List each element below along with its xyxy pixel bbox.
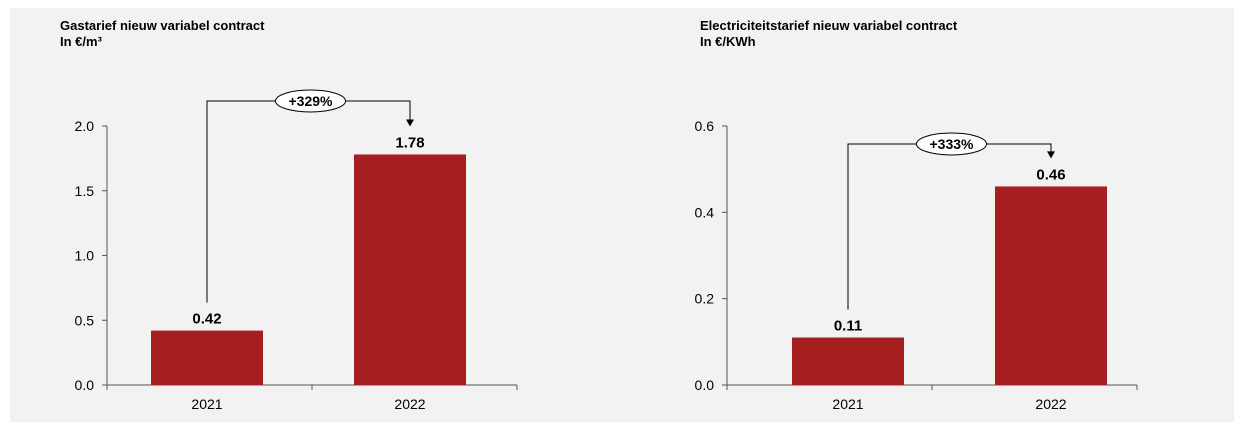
arrow-head	[1047, 151, 1055, 159]
growth-oval	[275, 89, 346, 113]
chart-subtitle: In €/m³	[60, 34, 102, 49]
y-tick-label: 1.0	[75, 248, 95, 264]
y-tick-label: 0.6	[695, 118, 715, 134]
bar-value-label: 0.46	[1036, 166, 1065, 183]
bar-value-label: 0.11	[834, 318, 862, 335]
bar-value-label: 0.42	[192, 311, 221, 328]
y-tick-label: 0.4	[695, 204, 715, 220]
y-tick-label: 1.5	[75, 183, 95, 199]
y-tick-label: 2.0	[75, 118, 95, 134]
growth-label: +329%	[289, 93, 334, 109]
chart-title: Electriciteitstarief nieuw variabel cont…	[700, 18, 958, 33]
chart-title: Gastarief nieuw variabel contract	[60, 18, 265, 33]
x-tick-label: 2021	[191, 396, 222, 412]
x-tick-label: 2022	[1035, 396, 1066, 412]
gas-tariff-plot: 0.0 0.5 1.0 1.5 2.0 0.42 2021 1.78 2022 +329%	[75, 89, 518, 412]
y-tick-label: 0.5	[75, 312, 95, 328]
gas-tariff-chart: Gastarief nieuw variabel contract In €/m…	[60, 18, 264, 50]
electricity-tariff-chart: Electriciteitstarief nieuw variabel cont…	[700, 18, 957, 50]
arrow-head	[406, 119, 414, 127]
bar	[354, 154, 466, 385]
growth-oval	[916, 132, 987, 156]
growth-label: +333%	[930, 136, 975, 152]
y-tick-label: 0.2	[695, 291, 715, 307]
electricity-tariff-plot: 0.0 0.2 0.4 0.6 0.11 2021 0.46 2022 +333%	[695, 118, 1138, 412]
y-tick-label: 0.0	[75, 377, 95, 393]
bar	[151, 330, 263, 385]
figure-panel: Gastarief nieuw variabel contract In €/m…	[10, 8, 1234, 422]
y-tick-label: 0.0	[695, 377, 715, 393]
bar	[995, 186, 1107, 385]
x-tick-label: 2021	[832, 396, 863, 412]
bar-value-label: 1.78	[395, 134, 424, 151]
chart-subtitle: In €/KWh	[700, 34, 756, 49]
x-tick-label: 2022	[394, 396, 425, 412]
bar	[792, 337, 904, 385]
